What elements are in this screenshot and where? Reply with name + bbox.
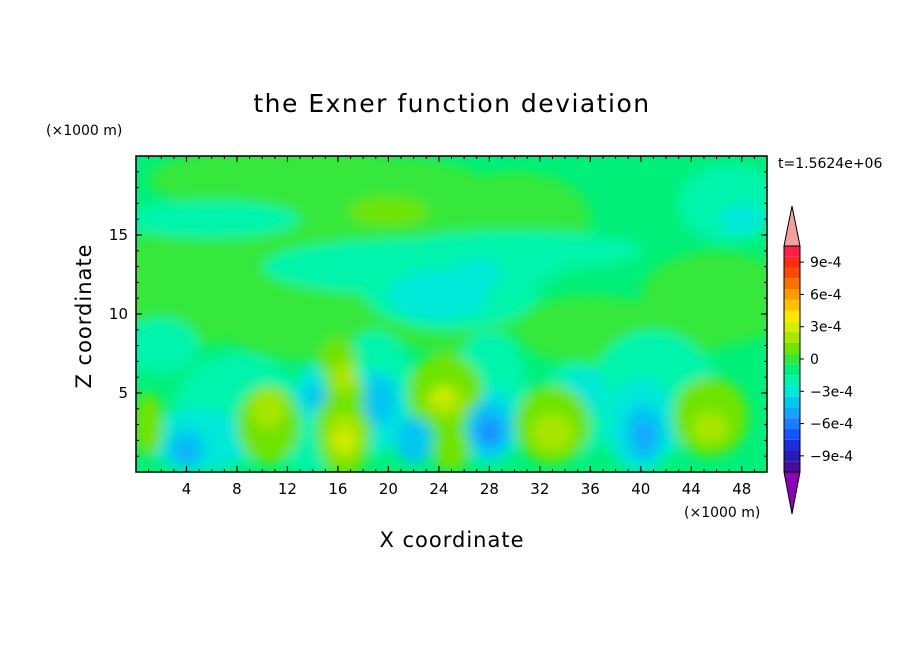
x-tick-label: 24: [429, 480, 448, 498]
contour-region: [348, 197, 429, 226]
y-tick-label: 10: [109, 305, 128, 323]
contour-field: [136, 156, 767, 472]
colorbar-band: [784, 375, 800, 386]
contour-region: [252, 389, 285, 428]
contour-region: [178, 445, 195, 461]
colorbar-band: [784, 289, 800, 300]
colorbar-tick-label: −9e-4: [810, 449, 853, 465]
colorbar-band: [784, 246, 800, 257]
colorbar-tick-label: 6e-4: [810, 287, 842, 303]
colorbar-band: [784, 364, 800, 376]
colorbar-band: [784, 256, 800, 268]
colorbar-tick-label: −3e-4: [810, 384, 853, 400]
colorbar-band: [784, 428, 800, 440]
y-axis: 5 10 15: [109, 171, 767, 457]
x-tick-label: 20: [379, 480, 398, 498]
colorbar-band: [784, 439, 800, 451]
colorbar-band: [784, 418, 800, 429]
contour-region: [484, 423, 497, 442]
contour-region: [432, 424, 471, 472]
colorbar-band: [784, 461, 800, 472]
colorbar-band: [784, 310, 800, 322]
x-tick-label: 8: [232, 480, 242, 498]
y-tick-label: 15: [109, 226, 128, 244]
colorbar-tick-label: 3e-4: [810, 320, 842, 336]
colorbar-min-arrow: [783, 471, 801, 515]
x-tick-label: 40: [631, 480, 650, 498]
contour-region: [331, 361, 357, 394]
colorbar-tick-label: 9e-4: [810, 255, 842, 271]
colorbar-band: [784, 278, 800, 290]
chart-title: the Exner function deviation: [253, 89, 650, 118]
y-unit-label: (×1000 m): [46, 123, 122, 139]
x-axis: 4 8 12 16 20 24 28 32 36 40 44 48: [148, 156, 755, 498]
colorbar-band: [784, 267, 800, 279]
x-tick-label: 36: [581, 480, 600, 498]
colorbar-band: [784, 407, 800, 419]
x-unit-label: (×1000 m): [684, 505, 760, 521]
contour-region: [634, 419, 655, 452]
contour-region: [136, 317, 200, 375]
x-tick-label: 48: [732, 480, 751, 498]
contour-region: [719, 203, 765, 235]
colorbar-tick-label: 0: [810, 352, 819, 368]
x-tick-label: 16: [328, 480, 347, 498]
colorbar-band: [784, 299, 800, 311]
x-tick-label: 32: [530, 480, 549, 498]
x-tick-label: 4: [182, 480, 192, 498]
colorbar-band: [784, 396, 800, 408]
contour-region: [451, 258, 502, 291]
contour-region: [433, 388, 452, 405]
x-tick-label: 44: [682, 480, 701, 498]
time-label: t=1.5624e+06: [778, 156, 882, 172]
x-tick-label: 12: [278, 480, 297, 498]
y-axis-label: Z coordinate: [72, 243, 96, 388]
contour-region: [532, 413, 573, 452]
colorbar-band: [784, 342, 800, 354]
colorbar-band: [784, 332, 800, 343]
contour-region: [136, 393, 164, 457]
contour-region: [363, 375, 396, 427]
contour-region: [136, 200, 301, 239]
contour-region: [303, 383, 327, 409]
colorbar-band: [784, 353, 800, 365]
contour-region: [394, 416, 433, 465]
colorbar-band: [784, 321, 800, 333]
contour-region: [692, 411, 728, 444]
colorbar: 9e-4 6e-4 3e-4 0 −3e-4 −6e-4 −9e-4: [783, 205, 853, 515]
colorbar-max-arrow: [783, 205, 801, 247]
colorbar-band: [784, 450, 800, 462]
colorbar-band: [784, 385, 800, 397]
x-tick-label: 28: [480, 480, 499, 498]
y-tick-label: 5: [118, 384, 128, 402]
x-axis-label: X coordinate: [379, 528, 524, 552]
colorbar-tick-label: −6e-4: [810, 417, 853, 433]
contour-region: [388, 230, 641, 272]
contour-region: [335, 429, 354, 452]
